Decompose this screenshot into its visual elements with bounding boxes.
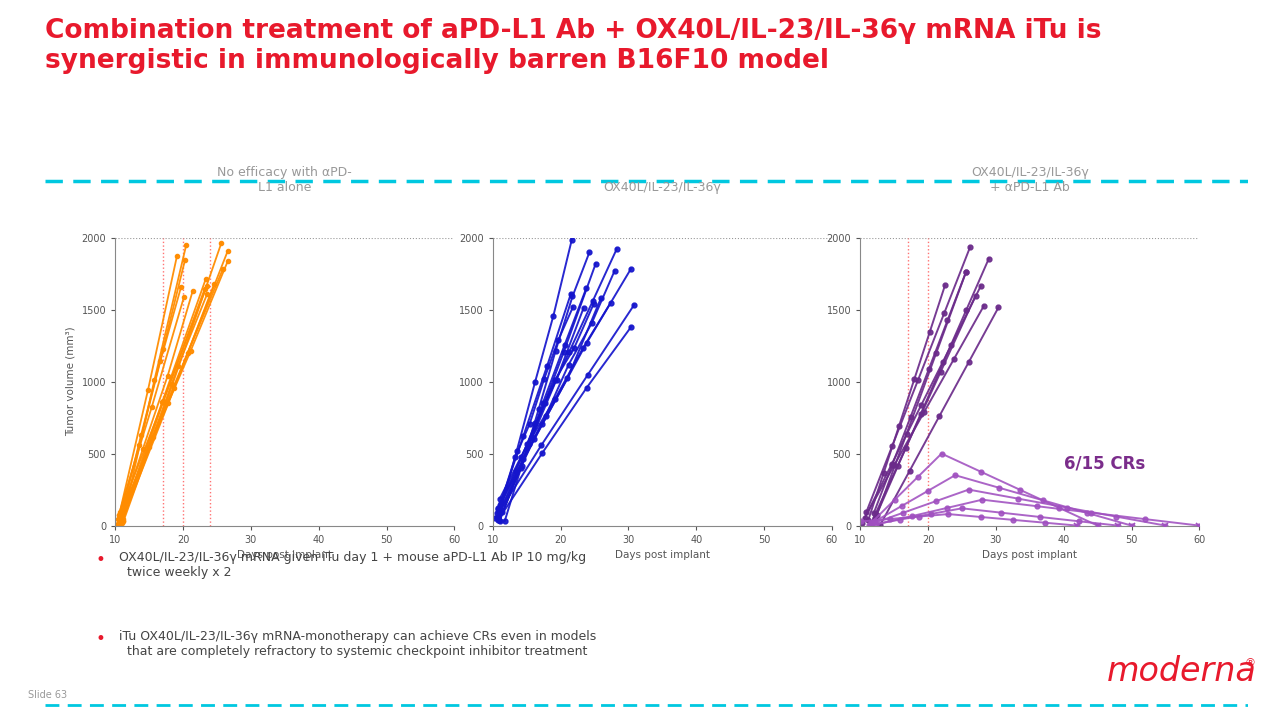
X-axis label: Days post implant: Days post implant: [982, 550, 1078, 560]
Text: OX40L/IL-23/IL-36γ
+ αPD-L1 Ab: OX40L/IL-23/IL-36γ + αPD-L1 Ab: [970, 166, 1089, 194]
X-axis label: Days post implant: Days post implant: [237, 550, 333, 560]
Text: •: •: [96, 551, 106, 569]
Text: OX40L/IL-23/IL-36γ mRNA given iTu day 1 + mouse aPD-L1 Ab IP 10 mg/kg
  twice we: OX40L/IL-23/IL-36γ mRNA given iTu day 1 …: [119, 551, 586, 579]
Y-axis label: Tumor volume (mm³): Tumor volume (mm³): [67, 327, 76, 436]
Text: No efficacy with αPD-
L1 alone: No efficacy with αPD- L1 alone: [218, 166, 352, 194]
Text: •: •: [96, 630, 106, 648]
X-axis label: Days post implant: Days post implant: [614, 550, 710, 560]
Text: 6/15 CRs: 6/15 CRs: [1064, 455, 1144, 472]
Text: Combination treatment of aPD-L1 Ab + OX40L/IL-23/IL-36γ mRNA iTu is
synergistic : Combination treatment of aPD-L1 Ab + OX4…: [45, 18, 1101, 74]
Text: Slide 63: Slide 63: [28, 690, 68, 700]
Text: moderna: moderna: [1107, 654, 1257, 688]
Text: ®: ®: [1244, 658, 1256, 668]
Text: iTu OX40L/IL-23/IL-36γ mRNA-monotherapy can achieve CRs even in models
  that ar: iTu OX40L/IL-23/IL-36γ mRNA-monotherapy …: [119, 630, 596, 658]
Text: OX40L/IL-23/IL-36γ: OX40L/IL-23/IL-36γ: [603, 181, 722, 194]
